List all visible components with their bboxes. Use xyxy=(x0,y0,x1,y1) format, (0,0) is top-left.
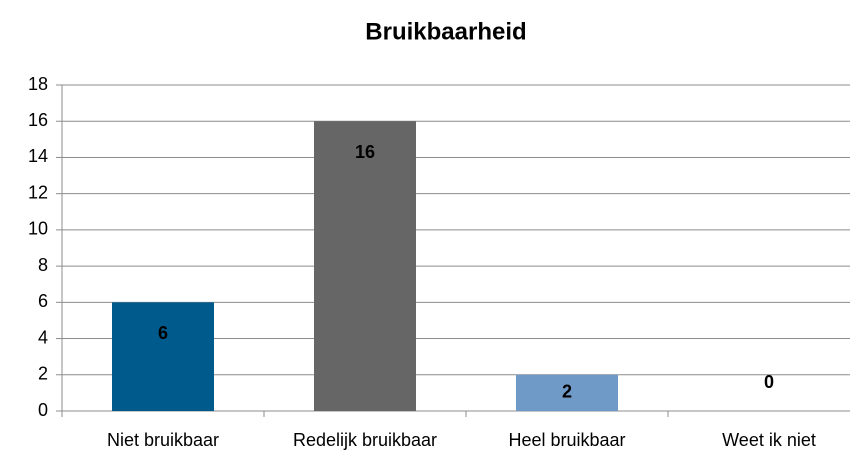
value-label: 2 xyxy=(562,382,572,402)
value-label: 16 xyxy=(355,142,375,162)
x-tick-label: Redelijk bruikbaar xyxy=(293,430,437,450)
bar xyxy=(516,374,618,411)
y-tick-label: 6 xyxy=(38,291,48,311)
y-tick-label: 4 xyxy=(38,327,48,347)
chart-title: Bruikbaarheid xyxy=(365,18,526,45)
y-tick-label: 14 xyxy=(28,146,48,166)
y-tick-label: 10 xyxy=(28,219,48,239)
x-tick-label: Niet bruikbaar xyxy=(107,430,219,450)
y-tick-label: 2 xyxy=(38,364,48,384)
bar xyxy=(314,121,416,411)
y-tick-label: 16 xyxy=(28,110,48,130)
y-tick-label: 12 xyxy=(28,182,48,202)
value-label: 0 xyxy=(764,372,774,392)
bar xyxy=(112,302,214,411)
y-tick-label: 18 xyxy=(28,74,48,94)
x-tick-label: Heel bruikbaar xyxy=(508,430,625,450)
y-tick-label: 8 xyxy=(38,255,48,275)
value-label: 6 xyxy=(158,323,168,343)
x-tick-label: Weet ik niet xyxy=(722,430,816,450)
y-tick-label: 0 xyxy=(38,400,48,420)
